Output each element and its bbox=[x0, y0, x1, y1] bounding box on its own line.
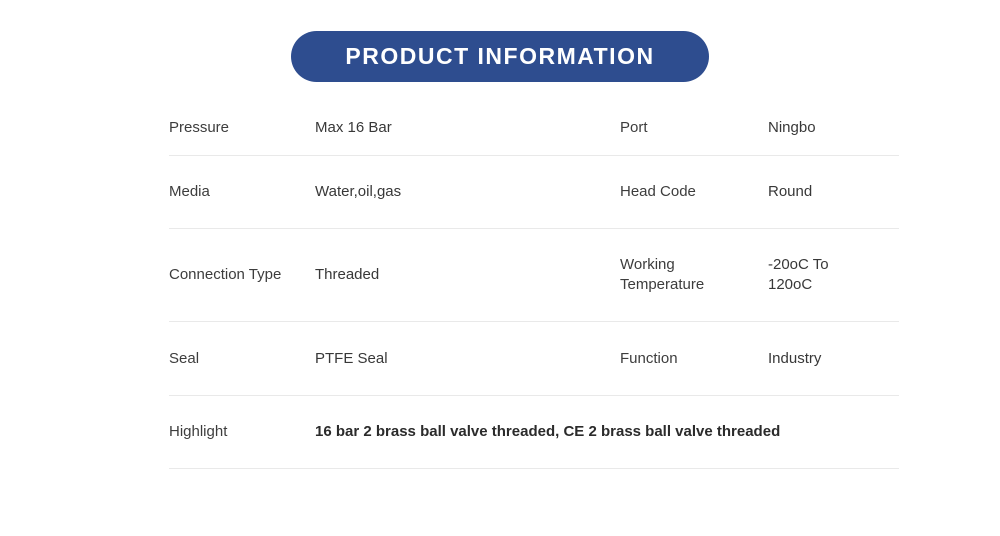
table-row: Media Water,oil,gas Head Code Round bbox=[169, 156, 899, 229]
spec-value-highlight: 16 bar 2 brass ball valve threaded, CE 2… bbox=[315, 423, 781, 440]
spec-value-head-code: Round bbox=[768, 183, 813, 200]
spec-value-port: Ningbo bbox=[768, 118, 816, 136]
spec-value-connection-type: Threaded bbox=[315, 266, 380, 283]
spec-label-pressure: Pressure bbox=[169, 118, 230, 136]
spec-label-connection-type: Connection Type bbox=[169, 266, 282, 283]
spec-value-media: Water,oil,gas bbox=[315, 183, 402, 200]
spec-label-highlight: Highlight bbox=[169, 423, 228, 440]
spec-label-seal: Seal bbox=[169, 349, 200, 367]
product-information-header: PRODUCT INFORMATION bbox=[291, 31, 709, 82]
spec-value-seal: PTFE Seal bbox=[315, 349, 388, 367]
table-row-highlight: Highlight 16 bar 2 brass ball valve thre… bbox=[169, 396, 899, 469]
spec-value-working-temperature: -20oC To 120oC bbox=[768, 256, 829, 293]
spec-label-port: Port bbox=[620, 118, 648, 136]
spec-value-pressure: Max 16 Bar bbox=[315, 118, 392, 136]
spec-value-function: Industry bbox=[768, 349, 822, 367]
page-title: PRODUCT INFORMATION bbox=[345, 43, 655, 69]
table-row: Connection Type Threaded Working Tempera… bbox=[169, 229, 899, 322]
product-spec-table: Pressure Max 16 Bar Port Ningbo Media Wa… bbox=[169, 100, 899, 469]
table-row: Seal PTFE Seal Function Industry bbox=[169, 322, 899, 396]
spec-label-head-code: Head Code bbox=[620, 183, 696, 200]
spec-label-media: Media bbox=[169, 183, 210, 200]
table-row: Pressure Max 16 Bar Port Ningbo bbox=[169, 100, 899, 156]
spec-label-working-temperature: Working Temperature bbox=[620, 256, 705, 293]
spec-label-function: Function bbox=[620, 349, 678, 367]
